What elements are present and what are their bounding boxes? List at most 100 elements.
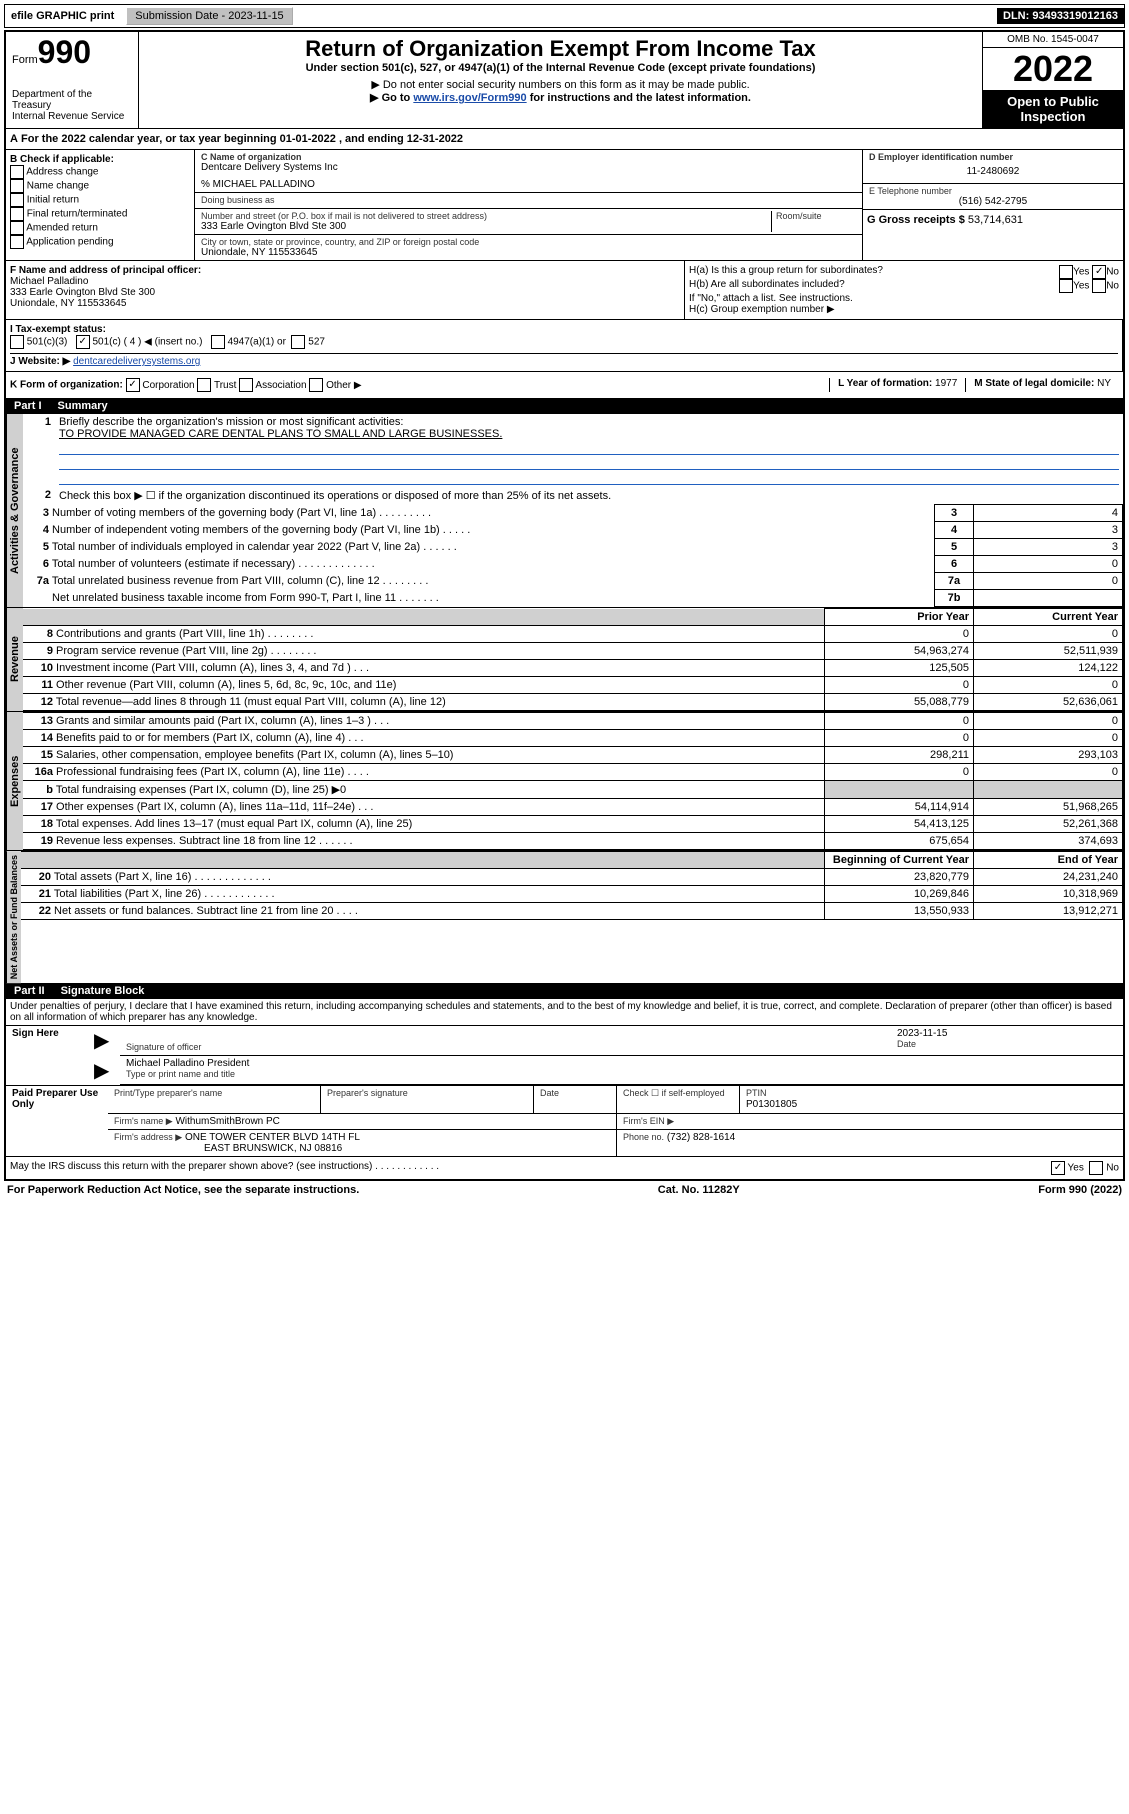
state-domicile: NY: [1097, 378, 1111, 389]
vlabel-governance: Activities & Governance: [6, 414, 23, 607]
pra-notice: For Paperwork Reduction Act Notice, see …: [7, 1184, 359, 1196]
form-number: 990: [38, 34, 91, 70]
part-ii-header: Part IISignature Block: [6, 983, 1123, 999]
financial-row: 17 Other expenses (Part IX, column (A), …: [23, 799, 1123, 816]
ptin: P01301805: [746, 1099, 797, 1110]
l2-text: Check this box ▶ ☐ if the organization d…: [55, 487, 1123, 504]
ha-no-checkbox[interactable]: ✓: [1092, 265, 1106, 279]
box-g-label: G Gross receipts $: [867, 214, 965, 226]
website-link[interactable]: dentcaredeliverysystems.org: [73, 356, 200, 367]
vlabel-expenses: Expenses: [6, 712, 23, 850]
box-j-label: J Website: ▶: [10, 356, 70, 367]
ha-yes-checkbox[interactable]: [1059, 265, 1073, 279]
box-b-item: Application pending: [10, 235, 190, 249]
financial-row: 21 Total liabilities (Part X, line 26) .…: [21, 886, 1123, 903]
financial-row: 22 Net assets or fund balances. Subtract…: [21, 903, 1123, 920]
top-bar: efile GRAPHIC print Submission Date - 20…: [4, 4, 1125, 28]
box-m-label: M State of legal domicile:: [974, 378, 1094, 389]
dba-label: Doing business as: [201, 195, 275, 205]
open-public-badge: Open to Public Inspection: [983, 90, 1123, 128]
officer-printed-name: Michael Palladino President: [126, 1058, 249, 1069]
mission-text: TO PROVIDE MANAGED CARE DENTAL PLANS TO …: [59, 428, 502, 440]
form-header: Form990 Department of the Treasury Inter…: [6, 32, 1123, 128]
financial-row: 11 Other revenue (Part VIII, column (A),…: [23, 677, 1123, 694]
firm-addr2: EAST BRUNSWICK, NJ 08816: [204, 1143, 342, 1154]
form-label: Form: [12, 54, 38, 66]
financial-row: 16a Professional fundraising fees (Part …: [23, 764, 1123, 781]
summary-row: 7a Total unrelated business revenue from…: [23, 573, 1123, 590]
submission-date-button[interactable]: Submission Date - 2023-11-15: [126, 7, 292, 25]
form-footer: Form 990 (2022): [1038, 1184, 1122, 1196]
form-container: Form990 Department of the Treasury Inter…: [4, 30, 1125, 1181]
perjury-text: Under penalties of perjury, I declare th…: [6, 999, 1123, 1025]
l1-label: Briefly describe the organization's miss…: [59, 416, 403, 428]
financial-row: 15 Salaries, other compensation, employe…: [23, 747, 1123, 764]
paid-preparer-label: Paid Preparer Use Only: [6, 1086, 108, 1157]
financial-row: 9 Program service revenue (Part VIII, li…: [23, 643, 1123, 660]
financial-row: 10 Investment income (Part VIII, column …: [23, 660, 1123, 677]
sign-here-label: Sign Here: [6, 1026, 88, 1085]
summary-row: 3 Number of voting members of the govern…: [23, 505, 1123, 522]
officer-addr1: 333 Earle Ovington Blvd Ste 300: [10, 287, 155, 298]
form-title: Return of Organization Exempt From Incom…: [143, 36, 978, 62]
h-b-label: H(b) Are all subordinates included?: [689, 279, 1059, 293]
i-527-checkbox[interactable]: [291, 335, 305, 349]
h-c-label: H(c) Group exemption number ▶: [689, 304, 1119, 315]
discuss-no-checkbox[interactable]: [1089, 1161, 1103, 1175]
ein: 11-2480692: [869, 162, 1117, 181]
firm-name: WithumSmithBrown PC: [175, 1116, 279, 1127]
box-l-label: L Year of formation:: [838, 378, 932, 389]
h-b-note: If "No," attach a list. See instructions…: [689, 293, 1119, 304]
i-501c-checkbox[interactable]: ✓: [76, 335, 90, 349]
hb-no-checkbox[interactable]: [1092, 279, 1106, 293]
efile-label: efile GRAPHIC print: [5, 8, 120, 24]
financial-row: 12 Total revenue—add lines 8 through 11 …: [23, 694, 1123, 711]
box-b-item: Final return/terminated: [10, 207, 190, 221]
gross-receipts: 53,714,631: [968, 214, 1023, 226]
summary-row: Net unrelated business taxable income fr…: [23, 590, 1123, 607]
summary-row: 5 Total number of individuals employed i…: [23, 539, 1123, 556]
city-state-zip: Uniondale, NY 115533645: [201, 247, 856, 258]
officer-name: Michael Palladino: [10, 276, 88, 287]
financial-row: b Total fundraising expenses (Part IX, c…: [23, 781, 1123, 799]
i-4947-checkbox[interactable]: [211, 335, 225, 349]
street-label: Number and street (or P.O. box if mail i…: [201, 211, 771, 221]
box-b-item: Amended return: [10, 221, 190, 235]
vlabel-revenue: Revenue: [6, 608, 23, 711]
line-a-period: A For the 2022 calendar year, or tax yea…: [6, 128, 1123, 149]
discuss-yes-checkbox[interactable]: ✓: [1051, 1161, 1065, 1175]
financial-row: 8 Contributions and grants (Part VIII, l…: [23, 626, 1123, 643]
ssn-note: ▶ Do not enter social security numbers o…: [143, 78, 978, 91]
box-b-item: Initial return: [10, 193, 190, 207]
irs-link[interactable]: www.irs.gov/Form990: [413, 92, 526, 104]
dept-treasury: Department of the Treasury: [12, 89, 132, 111]
h-a-label: H(a) Is this a group return for subordin…: [689, 265, 1059, 279]
financial-row: 19 Revenue less expenses. Subtract line …: [23, 833, 1123, 850]
tax-year: 2022: [983, 48, 1123, 90]
box-b: B Check if applicable: Address change Na…: [6, 150, 195, 260]
part-i-header: Part ISummary: [6, 398, 1123, 414]
discuss-label: May the IRS discuss this return with the…: [10, 1161, 1051, 1175]
i-501c3-checkbox[interactable]: [10, 335, 24, 349]
summary-row: 6 Total number of volunteers (estimate i…: [23, 556, 1123, 573]
firm-phone: (732) 828-1614: [667, 1132, 735, 1143]
financial-row: 14 Benefits paid to or for members (Part…: [23, 730, 1123, 747]
officer-addr2: Uniondale, NY 115533645: [10, 298, 126, 309]
box-b-item: Address change: [10, 165, 190, 179]
vlabel-net: Net Assets or Fund Balances: [6, 851, 21, 983]
city-label: City or town, state or province, country…: [201, 237, 856, 247]
hb-yes-checkbox[interactable]: [1059, 279, 1073, 293]
care-of: % MICHAEL PALLADINO: [201, 179, 856, 190]
org-name: Dentcare Delivery Systems Inc: [201, 162, 856, 173]
summary-row: 4 Number of independent voting members o…: [23, 522, 1123, 539]
box-d-label: D Employer identification number: [869, 152, 1117, 162]
street-address: 333 Earle Ovington Blvd Ste 300: [201, 221, 771, 232]
room-label: Room/suite: [776, 211, 856, 221]
box-i-label: I Tax-exempt status:: [10, 324, 106, 335]
financial-row: 13 Grants and similar amounts paid (Part…: [23, 713, 1123, 730]
firm-addr1: ONE TOWER CENTER BLVD 14TH FL: [185, 1132, 360, 1143]
financial-row: 20 Total assets (Part X, line 16) . . . …: [21, 869, 1123, 886]
box-c-label: C Name of organization: [201, 152, 856, 162]
dln-label: DLN: 93493319012163: [997, 8, 1124, 24]
cat-no: Cat. No. 11282Y: [658, 1184, 740, 1196]
